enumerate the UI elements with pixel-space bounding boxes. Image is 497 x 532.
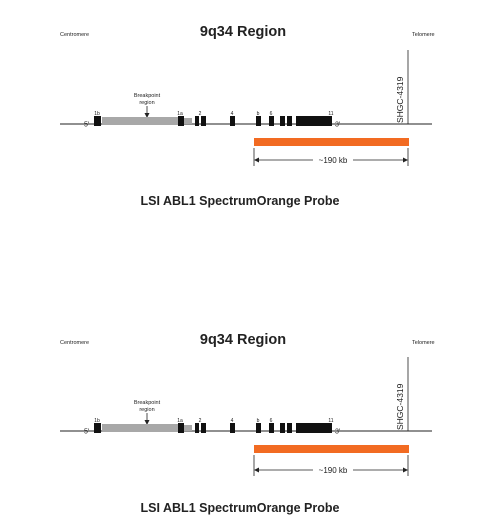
breakpoint-arrow-head (144, 113, 150, 118)
exon-1a (178, 423, 184, 433)
centromere-label: Centromere (60, 32, 89, 38)
size-arrowhead-left (254, 467, 259, 473)
three-prime-label: 3' (335, 122, 340, 129)
gene-segment (184, 118, 192, 124)
probe-name: LSI ABL1 SpectrumOrange Probe (141, 194, 340, 208)
probe-name: LSI ABL1 SpectrumOrange Probe (141, 501, 340, 515)
size-arrowhead-left (254, 157, 259, 163)
three-prime-label: 3' (335, 429, 340, 436)
size-label: ~190 kb (319, 156, 348, 165)
exon-2 (195, 116, 199, 126)
marker-label: SHGC-4319 (395, 76, 405, 123)
exon-label-4: 4 (231, 111, 234, 117)
exon-label-2: 2 (199, 111, 202, 117)
exon-4 (230, 116, 235, 126)
size-arrowhead-right (403, 467, 408, 473)
exon-7 (280, 423, 285, 433)
exon-b (256, 423, 261, 433)
exon-8 (287, 423, 292, 433)
exon-label-11: 11 (328, 418, 333, 424)
exon-6 (269, 423, 274, 433)
breakpoint-label: Breakpoint (134, 400, 161, 406)
probe-bar (254, 138, 409, 146)
size-arrowhead-right (403, 157, 408, 163)
exon-11 (296, 116, 332, 126)
exon-label-2: 2 (199, 418, 202, 424)
exon-label-6: 6 (270, 111, 273, 117)
breakpoint-label-region: region (139, 407, 154, 413)
exon-4 (230, 423, 235, 433)
marker-label: SHGC-4319 (395, 383, 405, 430)
panel-2: Centromere 9q34 Region Telomere Breakpoi… (60, 332, 435, 515)
centromere-label: Centromere (60, 340, 89, 346)
breakpoint-arrow-head (144, 420, 150, 425)
exon-label-1a: 1a (177, 418, 183, 424)
exon-label-1b: 1b (94, 111, 100, 117)
breakpoint-label-region: region (139, 100, 154, 106)
exon-label-6: 6 (270, 418, 273, 424)
panel-1: Centromere 9q34 Region Telomere Breakpoi… (60, 24, 435, 208)
telomere-label: Telomere (412, 340, 435, 346)
exon-1b (94, 116, 101, 126)
telomere-label: Telomere (412, 32, 435, 38)
region-title: 9q34 Region (200, 24, 286, 40)
exon-11 (296, 423, 332, 433)
exon-7 (280, 116, 285, 126)
exon-3 (201, 116, 206, 126)
exon-label-1a: 1a (177, 111, 183, 117)
probe-bar (254, 445, 409, 453)
exon-b (256, 116, 261, 126)
exon-8 (287, 116, 292, 126)
breakpoint-region-block (102, 424, 178, 432)
size-label: ~190 kb (319, 466, 348, 475)
exon-2 (195, 423, 199, 433)
exon-1a (178, 116, 184, 126)
gene-segment (184, 425, 192, 431)
region-title: 9q34 Region (200, 332, 286, 348)
exon-label-b: b (257, 418, 260, 424)
breakpoint-region-block (102, 117, 178, 125)
exon-label-1b: 1b (94, 418, 100, 424)
exon-1b (94, 423, 101, 433)
exon-label-11: 11 (328, 111, 333, 117)
exon-3 (201, 423, 206, 433)
five-prime-label: 5' (84, 429, 89, 436)
exon-label-b: b (257, 111, 260, 117)
breakpoint-label: Breakpoint (134, 93, 161, 99)
exon-label-4: 4 (231, 418, 234, 424)
exon-6 (269, 116, 274, 126)
five-prime-label: 5' (84, 122, 89, 129)
